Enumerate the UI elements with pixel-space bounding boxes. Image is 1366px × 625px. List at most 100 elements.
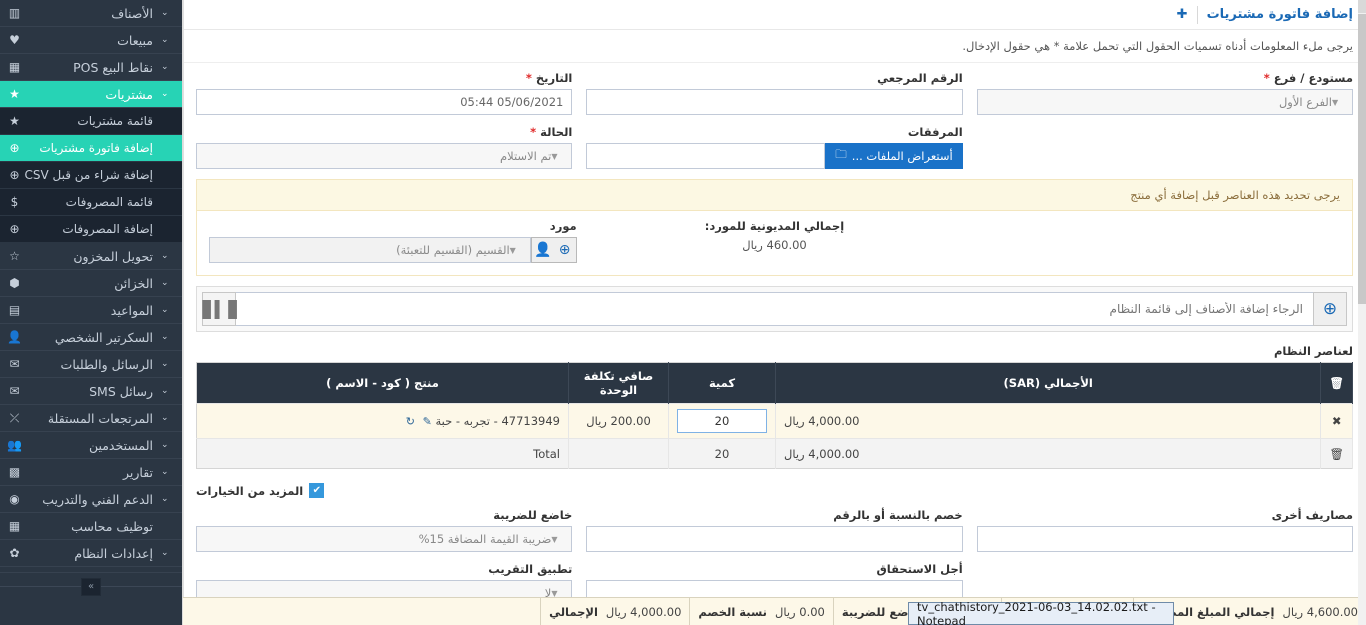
sidebar-item-label: مشتريات	[105, 86, 153, 102]
supplier-alert: يرجى تحديد هذه العناصر قبل إضافة أي منتج	[196, 179, 1353, 211]
page-title-text: إضافة فاتورة مشتريات	[1206, 7, 1353, 22]
row-total: 4,000.00 ريال	[775, 403, 1322, 439]
circle-plus-icon: ⊕	[9, 168, 20, 182]
status-required-mark: *	[530, 125, 537, 139]
row2-empty-col	[977, 125, 1353, 169]
page-scrollbar[interactable]	[1358, 0, 1366, 625]
add-item-search-input[interactable]	[236, 292, 1313, 326]
sidebar-item-14[interactable]: ⌄ رسائل SMS ✉	[0, 378, 182, 405]
supplier-select-row: ⊕ 👤 ▼ القسيم (القسيم للتعبئة)	[208, 237, 577, 263]
sidebar-item-7[interactable]: قائمة المصروفات $	[0, 189, 182, 216]
discount-input[interactable]	[586, 526, 963, 552]
sidebar-item-15[interactable]: ⌄ المرتجعات المستقلة ⤫	[0, 405, 182, 432]
main-content: إضافة فاتورة مشتريات ✚ يرجى ملء المعلوما…	[182, 0, 1366, 625]
quantity-input[interactable]	[677, 409, 767, 433]
supplier-select[interactable]: ▼ القسيم (القسيم للتعبئة)	[208, 237, 531, 263]
edit-icon[interactable]: ✎	[422, 415, 432, 428]
circle-plus-icon: ⊕	[9, 222, 20, 236]
rounding-label: تطبيق التقريب	[488, 562, 573, 576]
sidebar-item-label: إضافة المصروفات	[62, 222, 153, 236]
taskbar-notepad-button[interactable]: tv_chathistory_2021-06-03_14.02.02.txt -…	[908, 600, 1174, 625]
column-header-qty: كمية	[668, 362, 776, 404]
reference-label: الرقم المرجعي	[586, 71, 963, 85]
sidebar-item-12[interactable]: ⌄ السكرتير الشخصي 👤	[0, 324, 182, 351]
scrollbar-arrow-up[interactable]	[1358, 0, 1366, 13]
heart-icon: ♥	[9, 33, 20, 47]
row-delete-button[interactable]: ✖	[1320, 403, 1353, 439]
attachments-label: المرفقات	[907, 125, 963, 139]
discount-label: خصم بالنسبة أو بالرقم	[833, 508, 963, 522]
sidebar-item-label: رسائل SMS	[89, 383, 153, 399]
sidebar-item-label: الخزائن	[114, 275, 153, 291]
sidebar-item-13[interactable]: ⌄ الرسائل والطلبات ✉	[0, 351, 182, 378]
supplier-action-buttons: ⊕ 👤	[530, 237, 577, 263]
sidebar-item-5[interactable]: إضافة فاتورة مشتريات ⊕	[0, 135, 182, 162]
circle-plus-icon: ⊕	[9, 141, 20, 155]
grid-icon: ▥	[8, 6, 21, 20]
sidebar-item-3[interactable]: ⌄ مشتريات ★	[0, 81, 182, 108]
sidebar-item-1[interactable]: ⌄ مبيعات ♥	[0, 27, 182, 54]
status-select[interactable]: ▼ تم الاستلام	[196, 143, 573, 169]
tax-select[interactable]: ▼ ضريبة القيمة المضافة 15%	[196, 526, 573, 552]
sidebar-item-16[interactable]: ⌄ المستخدمين 👥	[0, 432, 182, 459]
chevron-down-icon: ▼	[551, 534, 558, 544]
history-icon[interactable]: ↻	[405, 415, 415, 428]
warehouse-required-mark: *	[1263, 71, 1270, 85]
summary-bar: 4,600.00 ريال إجمالي المبلغ المطلوب 0.00…	[183, 597, 1366, 625]
tax-label: خاضع للضريبة	[493, 508, 573, 522]
sidebar-item-label: المواعيد	[110, 302, 153, 318]
sidebar-footer-rule-right	[0, 586, 81, 587]
barcode-button[interactable]: ▌▐▌▌▐	[197, 292, 242, 326]
table-row: ✖ 4,000.00 ريال 200.00 ريال 47713949 - ت…	[196, 403, 1353, 439]
status-select-value: تم الاستلام	[499, 149, 552, 163]
warehouse-select[interactable]: ▼ الفرع الأول	[976, 89, 1353, 115]
sidebar-item-11[interactable]: ⌄ المواعيد ▤	[0, 297, 182, 324]
sidebar-item-18[interactable]: ⌄ الدعم الفني والتدريب ◉	[0, 486, 182, 513]
attachments-control: أستعراض الملفات ... 🗀	[586, 143, 963, 169]
total-row-label: Total	[196, 438, 569, 469]
column-header-total: الأجمالي (SAR)	[775, 362, 1322, 404]
sidebar-item-19[interactable]: توظيف محاسب ▦	[0, 513, 182, 540]
browse-files-button[interactable]: أستعراض الملفات ... 🗀	[825, 143, 963, 169]
date-input[interactable]	[196, 89, 573, 115]
sidebar-item-label: إضافة فاتورة مشتريات	[39, 141, 153, 155]
total-row-cost	[568, 438, 669, 469]
sidebar-collapse-toggle[interactable]: »	[81, 577, 101, 596]
summary-value-subtotal: 4,000.00 ريال	[605, 604, 682, 619]
scrollbar-thumb[interactable]	[1358, 14, 1366, 304]
sidebar-item-label: السكرتير الشخصي	[54, 329, 153, 345]
total-row-trash-icon[interactable]: 🗑	[1320, 438, 1353, 469]
sidebar-item-10[interactable]: ⌄ الخزائن ⬢	[0, 270, 182, 297]
status-field-group: الحالة * ▼ تم الاستلام	[196, 125, 573, 169]
supplier-select-col: مورد ⊕ 👤 ▼ القسيم (القسيم للتعبئة)	[208, 219, 577, 263]
summary-label-grand-total: إجمالي المبلغ المطلوب	[1142, 604, 1275, 619]
attachments-filename-field[interactable]	[586, 143, 826, 169]
other-expenses-input[interactable]	[976, 526, 1353, 552]
column-header-cost: صافي تكلفة الوحدة	[568, 362, 669, 404]
more-options-checkbox[interactable]: ✔	[309, 483, 325, 498]
add-item-button[interactable]: ⊕	[1313, 292, 1347, 326]
reference-label-text: الرقم المرجعي	[877, 71, 963, 85]
star-icon: ★	[9, 114, 20, 128]
add-supplier-button[interactable]: ⊕	[558, 242, 571, 258]
sidebar-item-9[interactable]: ⌄ تحويل المخزون ☆	[0, 243, 182, 270]
user-icon[interactable]: 👤	[533, 242, 552, 258]
sidebar-item-20[interactable]: ⌄ إعدادات النظام ✿	[0, 540, 182, 567]
items-table-head: 🗑 الأجمالي (SAR) كمية صافي تكلفة الوحدة …	[196, 362, 1353, 404]
chevron-down-icon: ▼	[551, 151, 558, 161]
chevron-down-icon: ⌄	[161, 413, 169, 423]
summary-label-taxable: خاضع للضريبة	[841, 604, 921, 619]
box-icon: ⬢	[9, 276, 20, 290]
reference-input[interactable]	[586, 89, 963, 115]
supplier-debt-col: إجمالي المديونية للمورد: 460.00 ريال	[591, 219, 959, 252]
squares-icon: ▦	[8, 60, 21, 74]
sidebar-item-0[interactable]: ⌄ الأصناف ▥	[0, 0, 182, 27]
sidebar-item-4[interactable]: قائمة مشتريات ★	[0, 108, 182, 135]
sidebar-item-2[interactable]: ⌄ نقاط البيع POS ▦	[0, 54, 182, 81]
sidebar-item-17[interactable]: ⌄ تقارير ▩	[0, 459, 182, 486]
sidebar-item-6[interactable]: إضافة شراء من قبل CSV ⊕	[0, 162, 182, 189]
sidebar: ⌄ الأصناف ▥ ⌄ مبيعات ♥ ⌄ نقاط البيع POS ▦ ⌄ مشتريا…	[0, 0, 182, 625]
sidebar-item-8[interactable]: إضافة المصروفات ⊕	[0, 216, 182, 243]
chevron-down-icon: ⌄	[161, 89, 169, 99]
